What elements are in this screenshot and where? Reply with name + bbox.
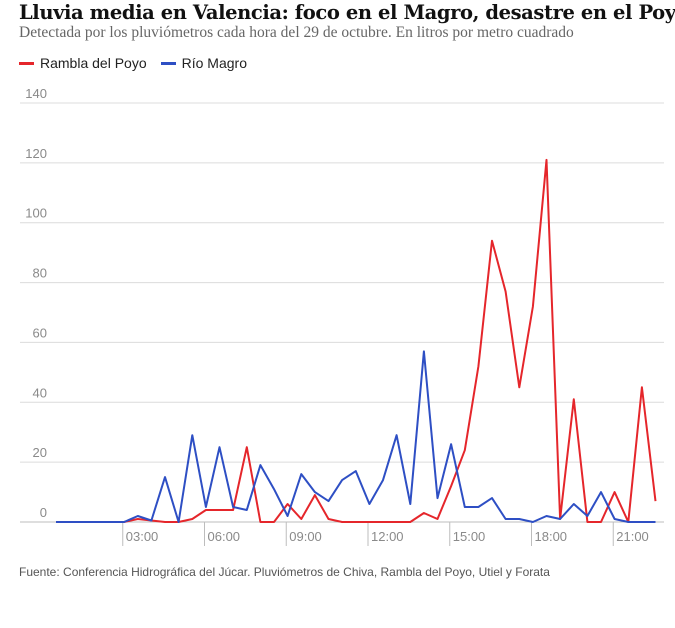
legend-swatch-poyo xyxy=(19,61,34,65)
y-tick-label: 80 xyxy=(33,266,47,281)
y-tick-label: 40 xyxy=(33,385,47,400)
y-tick-label: 0 xyxy=(40,505,47,520)
legend: Rambla del Poyo Río Magro xyxy=(19,54,261,72)
series-line-poyo xyxy=(56,158,657,523)
series-line-magro xyxy=(56,350,656,523)
x-tick-label: 12:00 xyxy=(371,529,404,544)
x-tick-label: 03:00 xyxy=(126,529,159,544)
x-tick-label: 15:00 xyxy=(453,529,486,544)
y-tick-label: 60 xyxy=(33,325,47,340)
y-tick-label: 120 xyxy=(25,146,47,161)
x-axis: 03:00 06:00 09:00 12:00 15:00 18:00 21:00 xyxy=(122,522,649,546)
legend-item-magro: Río Magro xyxy=(160,55,247,71)
chart-subtitle: Detectada por los pluviómetros cada hora… xyxy=(19,24,574,41)
source-note: Fuente: Conferencia Hidrográfica del Júc… xyxy=(19,565,550,579)
legend-swatch-magro xyxy=(160,61,176,65)
gridlines: 0 20 40 60 80 100 120 140 xyxy=(20,86,664,523)
legend-label-magro: Río Magro xyxy=(181,55,247,71)
y-tick-label: 100 xyxy=(25,206,47,221)
chart-title: Lluvia media en Valencia: foco en el Mag… xyxy=(19,1,675,24)
y-tick-label: 140 xyxy=(25,86,47,101)
x-tick-label: 06:00 xyxy=(208,529,241,544)
x-tick-label: 21:00 xyxy=(616,529,649,544)
y-tick-label: 20 xyxy=(33,445,47,460)
legend-label-poyo: Rambla del Poyo xyxy=(40,55,147,71)
x-tick-label: 09:00 xyxy=(289,529,322,544)
legend-item-poyo: Rambla del Poyo xyxy=(19,55,147,71)
line-chart: 0 20 40 60 80 100 120 140 03:00 06:00 09:00 12:00 1… xyxy=(20,86,664,546)
series-lines xyxy=(55,158,657,523)
x-tick-label: 18:00 xyxy=(535,529,568,544)
